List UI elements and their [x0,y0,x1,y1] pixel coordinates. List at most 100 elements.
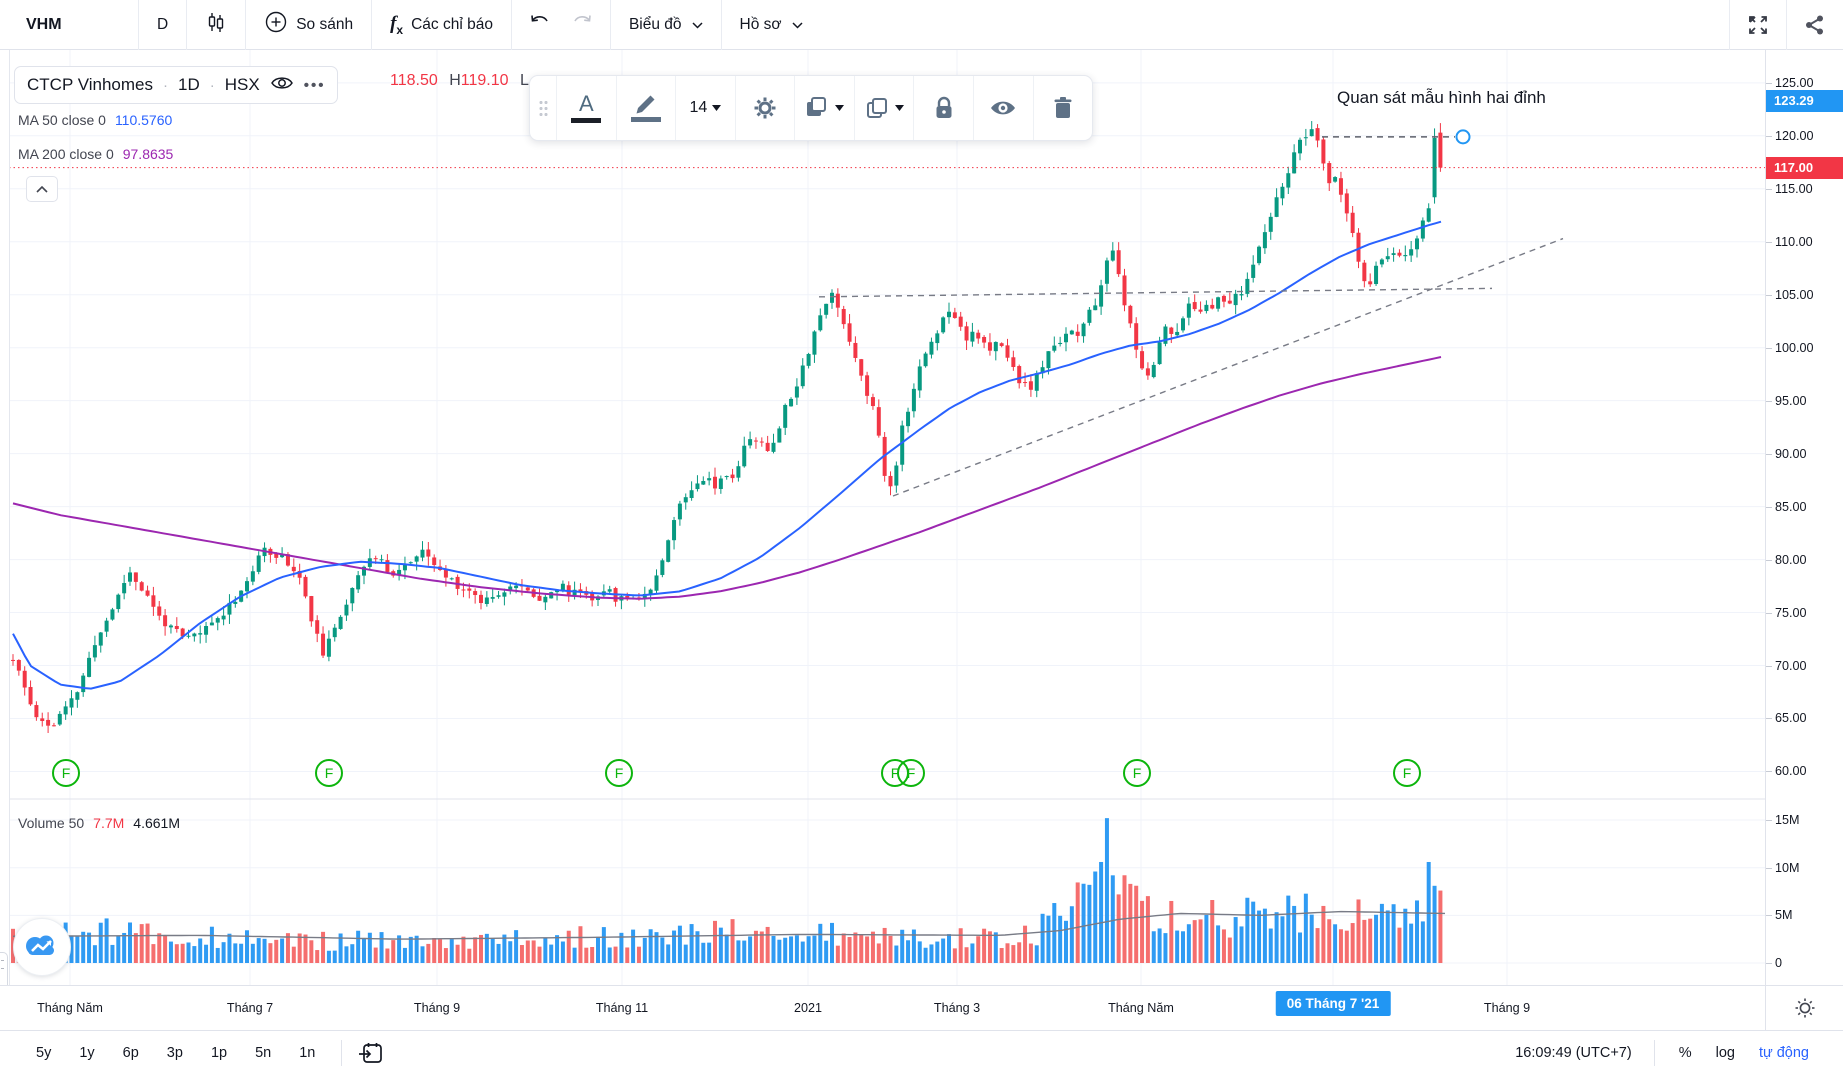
candle-body [397,569,402,575]
volume-bar [239,943,244,963]
layers-order-button[interactable] [795,86,854,130]
dividend-marker[interactable] [605,759,633,787]
candle-body [1110,250,1115,261]
trendline[interactable] [818,287,1493,298]
dividend-marker[interactable] [52,759,80,787]
price-tick-label: 95.00 [1766,393,1807,408]
delete-button[interactable] [1034,86,1093,130]
volume-bar [250,943,255,963]
more-options-icon[interactable]: ••• [303,76,326,94]
range-3m-button[interactable]: 3p [166,1045,183,1061]
candle-body [543,596,548,603]
auto-scale-button[interactable]: tự động [1758,1045,1809,1061]
dropdown-arrow-icon [835,105,845,111]
undo-icon[interactable] [528,11,552,38]
toolbar-divider [341,1040,343,1066]
time-axis[interactable]: 06 Tháng 7 '21 Tháng Năm Tháng 7 Tháng 9 Th… [0,985,1843,1030]
candle-body [139,582,144,591]
percent-scale-button[interactable]: % [1678,1045,1692,1061]
symbol-legend[interactable]: CTCP Vinhomes · 1D · HSX ••• [14,66,339,104]
candle-body [865,375,870,396]
trendline[interactable] [892,237,1564,497]
range-5d-button[interactable]: 5n [255,1045,272,1061]
dividend-marker[interactable] [897,759,925,787]
volume-bar [98,922,103,963]
share-icon[interactable] [1787,0,1843,50]
candle-body [245,581,249,592]
volume-bar [789,936,794,963]
redo-icon[interactable] [570,11,594,38]
candle-body [256,555,261,572]
axis-settings-corner[interactable] [1765,986,1843,1030]
volume-indicator-row[interactable]: Volume 50 7.7M 4.661M [18,812,180,834]
volume-bar [508,941,513,963]
candle-body [1145,368,1150,376]
clock-readout[interactable]: 16:09:49 (UTC+7) [1515,1045,1632,1061]
volume-bar [502,934,507,963]
candle-body [1344,193,1349,214]
font-size-button[interactable]: 14 [676,86,735,130]
candle-body [174,625,179,630]
clone-button[interactable] [855,86,914,130]
settings-button[interactable] [736,86,795,130]
chevron-down-icon [692,16,703,34]
dividend-marker[interactable] [315,759,343,787]
interval-button[interactable]: D [139,0,186,50]
ma200-line [12,356,1442,600]
volume-bar [1175,930,1180,963]
indicators-button[interactable]: fx Các chỉ báo [372,0,511,50]
range-5y-button[interactable]: 5y [36,1045,52,1061]
volume-bar [865,936,870,963]
indicator-row-ma50[interactable]: MA 50 close 0 110.5760 [18,109,172,131]
range-1d-button[interactable]: 1n [299,1045,316,1061]
volume-bar [1239,926,1244,963]
chart-menu-button[interactable]: Biểu đồ [611,0,721,50]
indicator-row-ma200[interactable]: MA 200 close 0 97.8635 [18,143,173,165]
dividend-marker[interactable] [1123,759,1151,787]
candle-body [888,475,893,487]
profile-menu-button[interactable]: Hồ sơ [722,0,821,50]
volume-bar [326,950,331,963]
price-axis[interactable]: 123.29 117.00 125.00 120.00 115.00 110.00 10… [1765,50,1843,985]
symbol-search-button[interactable]: VHM [0,0,138,50]
chart-style-button[interactable] [187,0,245,50]
candle-body [771,442,776,452]
log-scale-button[interactable]: log [1715,1045,1735,1061]
dividend-marker[interactable] [1393,759,1421,787]
range-1y-button[interactable]: 1y [79,1045,95,1061]
lock-button[interactable] [914,86,973,130]
drawing-properties-toolbar: A 14 [529,75,1093,141]
chart-annotation-text[interactable]: Quan sát mẫu hình hai đỉnh [1337,88,1546,107]
volume-bar [999,948,1004,963]
ma50-label: MA 50 close 0 [18,112,106,128]
line-color-button[interactable] [617,86,676,130]
visibility-button[interactable] [974,86,1033,130]
annotation-handle[interactable] [1455,129,1471,145]
range-1m-button[interactable]: 1p [210,1045,228,1061]
eye-icon[interactable] [270,74,294,97]
text-color-button[interactable]: A [557,86,616,130]
broker-logo[interactable] [13,918,71,976]
compare-button[interactable]: So sánh [246,0,371,50]
fullscreen-button[interactable] [1730,0,1786,50]
candle-body [835,293,840,308]
volume-bar [443,948,448,963]
volume-bar [92,945,97,963]
volume-bar [935,941,940,963]
candle-body [1216,297,1221,309]
drawing-toolbar-collapsed-rail[interactable] [0,50,10,992]
volume-bar [408,936,413,963]
lock-icon [936,96,952,118]
profile-menu-label: Hồ sơ [739,15,782,33]
price-tick-label: 125.00 [1766,75,1814,90]
goto-date-button[interactable] [358,1041,384,1065]
volume-bar [555,935,560,963]
toolbar-drag-handle[interactable] [530,100,556,116]
volume-bar [683,944,688,963]
legend-symbol-title: CTCP Vinhomes [27,75,153,94]
collapse-indicators-button[interactable] [26,176,58,202]
candle-body [1058,342,1063,345]
range-6m-button[interactable]: 6p [122,1045,139,1061]
dividend-marker[interactable] [881,759,909,787]
